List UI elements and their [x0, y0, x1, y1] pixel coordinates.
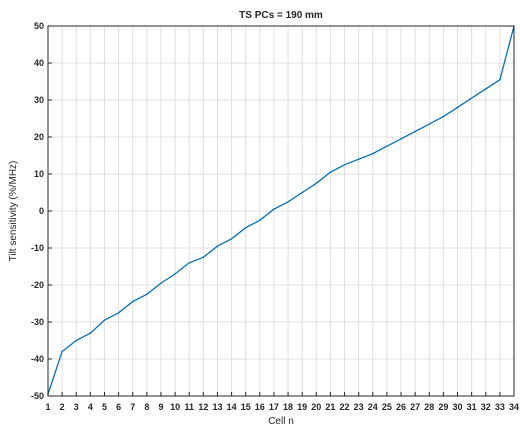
data-point	[244, 226, 247, 229]
y-tick-label: 40	[34, 58, 44, 68]
data-point	[484, 88, 487, 90]
data-point	[89, 332, 92, 334]
data-point	[414, 130, 416, 133]
y-tick-label: -10	[31, 243, 44, 253]
x-tick-label: 5	[102, 402, 107, 412]
data-point	[442, 115, 445, 118]
x-tick-label: 12	[198, 402, 208, 412]
x-tick-label: 33	[495, 402, 505, 412]
x-tick-label: 19	[297, 402, 307, 412]
x-tick-label: 25	[382, 402, 392, 412]
data-point	[371, 152, 374, 155]
y-tick-label: -40	[31, 354, 44, 364]
y-tick-label: 50	[34, 21, 44, 31]
x-tick-label: 2	[60, 402, 65, 412]
x-tick-label: 1	[45, 402, 50, 412]
data-point	[230, 237, 233, 240]
x-tick-label: 8	[144, 402, 149, 412]
data-point	[499, 78, 501, 81]
x-tick-label: 20	[311, 402, 321, 412]
x-tick-label: 14	[227, 402, 237, 412]
data-point	[117, 311, 120, 314]
y-tick-label: -20	[31, 280, 44, 290]
data-point	[386, 145, 388, 148]
y-tick-label: 10	[34, 169, 44, 179]
y-tick-label: 30	[34, 95, 44, 105]
x-tick-label: 26	[396, 402, 406, 412]
data-point	[188, 262, 191, 264]
data-point	[428, 123, 431, 125]
x-tick-label: 9	[158, 402, 163, 412]
x-tick-label: 24	[368, 402, 378, 412]
data-point	[174, 273, 176, 275]
x-tick-label: 13	[212, 402, 222, 412]
data-point	[301, 191, 303, 194]
x-tick-label: 17	[269, 402, 279, 412]
x-tick-label: 21	[325, 402, 335, 412]
chart-title: TS PCs = 190 mm	[239, 10, 323, 21]
data-point	[329, 171, 332, 173]
x-tick-label: 30	[453, 402, 463, 412]
x-tick-label: 15	[241, 402, 251, 412]
data-point	[287, 200, 289, 203]
data-point	[146, 293, 148, 296]
data-point	[103, 319, 106, 321]
x-tick-label: 22	[340, 402, 350, 412]
x-tick-label: 27	[410, 402, 420, 412]
data-point	[357, 158, 360, 160]
y-tick-label: 0	[39, 206, 44, 216]
x-tick-label: 16	[255, 402, 265, 412]
x-tick-label: 11	[184, 402, 194, 412]
data-point	[400, 138, 402, 140]
y-tick-label: 20	[34, 132, 44, 142]
x-axis-label: Cell n	[268, 416, 294, 426]
x-tick-label: 4	[88, 402, 93, 412]
x-tick-label: 6	[116, 402, 121, 412]
data-point	[61, 350, 63, 353]
data-point	[75, 339, 78, 342]
x-tick-label: 31	[467, 402, 477, 412]
data-point	[202, 256, 205, 259]
data-point	[470, 97, 473, 99]
data-point	[216, 245, 219, 247]
x-tick-label: 3	[74, 402, 79, 412]
data-point	[343, 163, 346, 166]
series-line	[47, 25, 515, 395]
x-tick-label: 10	[170, 402, 180, 412]
data-point	[160, 282, 162, 284]
data-point	[131, 300, 134, 303]
data-point	[456, 106, 459, 109]
data-point	[273, 208, 275, 210]
x-tick-label: 32	[481, 402, 491, 412]
data-point	[315, 182, 318, 185]
x-tick-label: 7	[130, 402, 135, 412]
x-tick-label: 34	[509, 402, 519, 412]
data-point	[259, 219, 261, 222]
y-tick-label: -30	[31, 317, 44, 327]
x-tick-label: 23	[354, 402, 364, 412]
y-tick-label: -50	[31, 391, 44, 401]
x-tick-label: 29	[438, 402, 448, 412]
x-tick-label: 28	[424, 402, 434, 412]
y-axis-label: Tilt sensitivity (%/MHz)	[8, 161, 19, 262]
tick-labels: 1 2 3 4 5 6 7 8 9 10 11 12 13 14 15 16 17 18 19 20 21 22 23 24 2…	[31, 21, 519, 412]
x-tick-label: 18	[283, 402, 293, 412]
